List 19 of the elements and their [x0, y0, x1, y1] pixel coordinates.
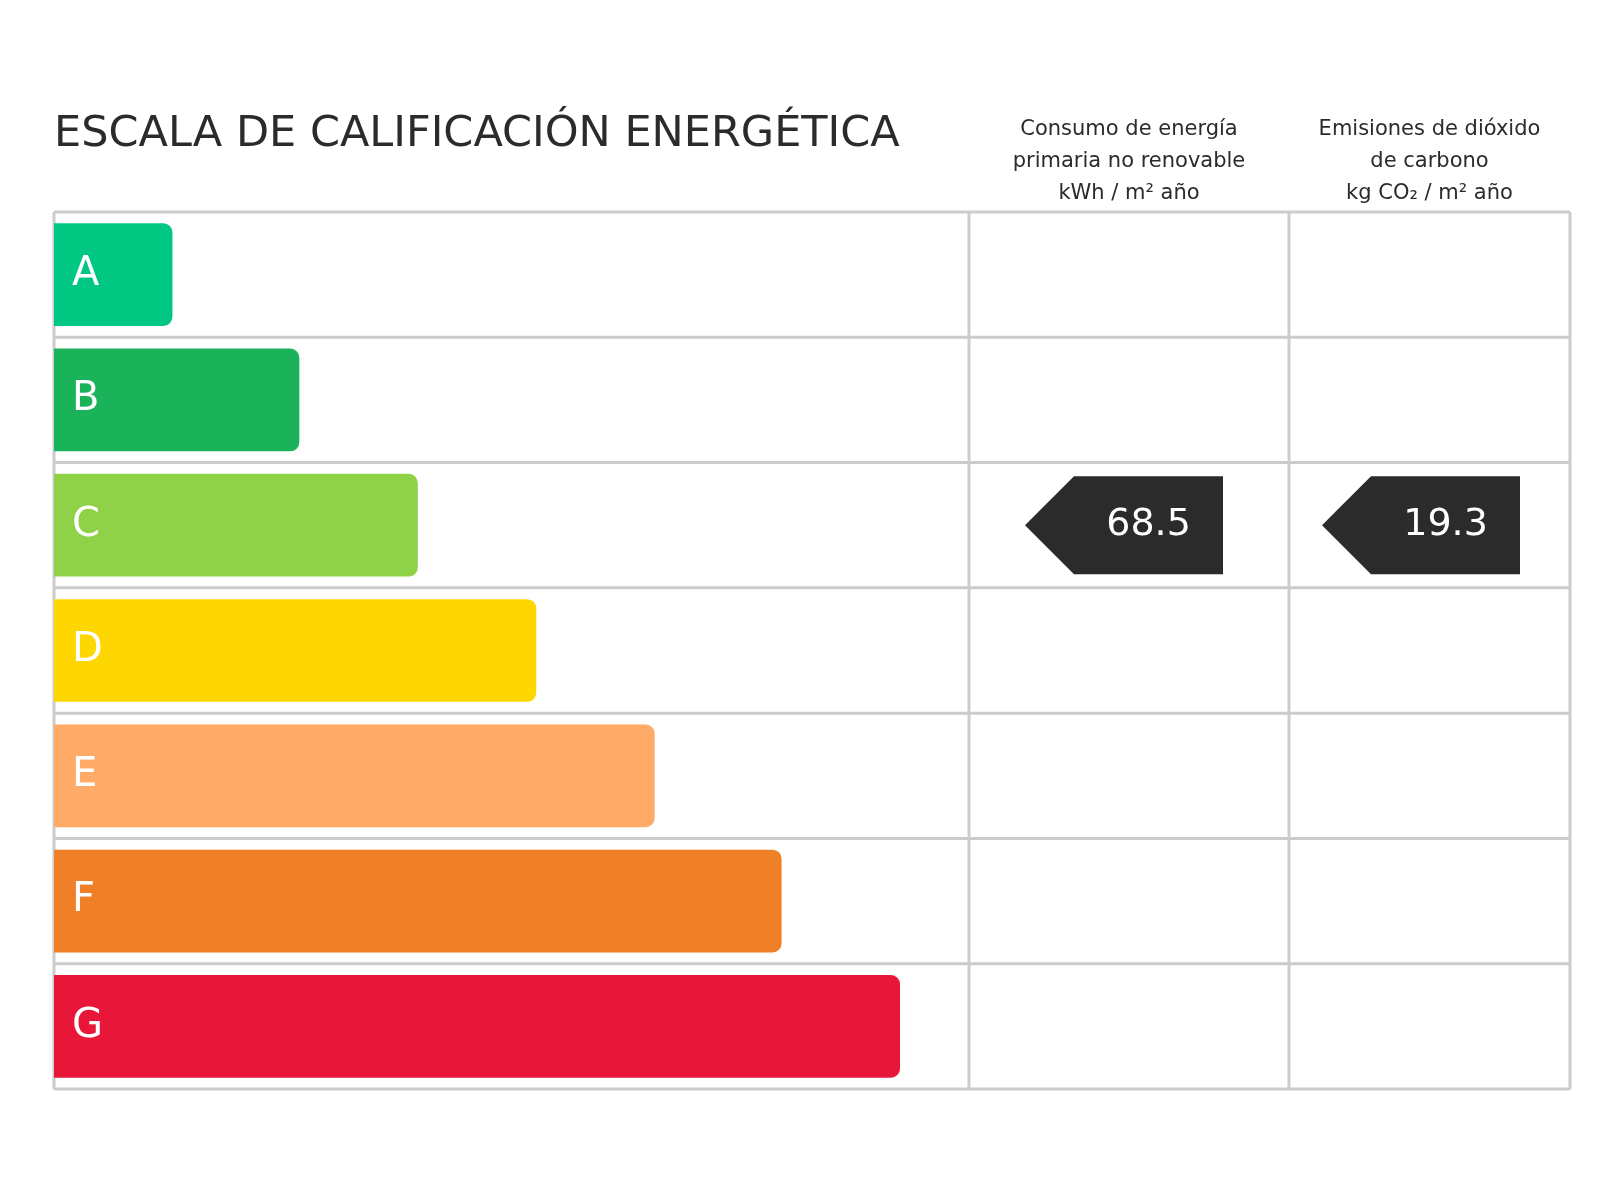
- chart-title: ESCALA DE CALIFICACIÓN ENERGÉTICA: [54, 106, 900, 156]
- text: Consumo de energía primaria no renovable kWh / m² año: [1011, 115, 1247, 206]
- y-tick-label: E: [72, 749, 98, 796]
- y-tick-label: B: [72, 373, 100, 420]
- text: 19.3: [1403, 500, 1488, 545]
- bar: [54, 724, 655, 828]
- bar: [54, 348, 300, 452]
- bar: [54, 849, 782, 953]
- y-tick-label: D: [72, 623, 103, 670]
- bar: [54, 599, 537, 702]
- y-tick-label: F: [72, 874, 96, 921]
- text: Emisiones de dióxido de carbono kg CO₂ / m² año: [1317, 115, 1542, 206]
- bar: [54, 223, 173, 327]
- y-tick-label: C: [72, 498, 100, 545]
- bar: [54, 473, 418, 577]
- y-tick-label: A: [72, 248, 100, 295]
- text: 68.5: [1106, 500, 1191, 545]
- y-tick-label: G: [72, 999, 103, 1046]
- bar: [54, 974, 900, 1078]
